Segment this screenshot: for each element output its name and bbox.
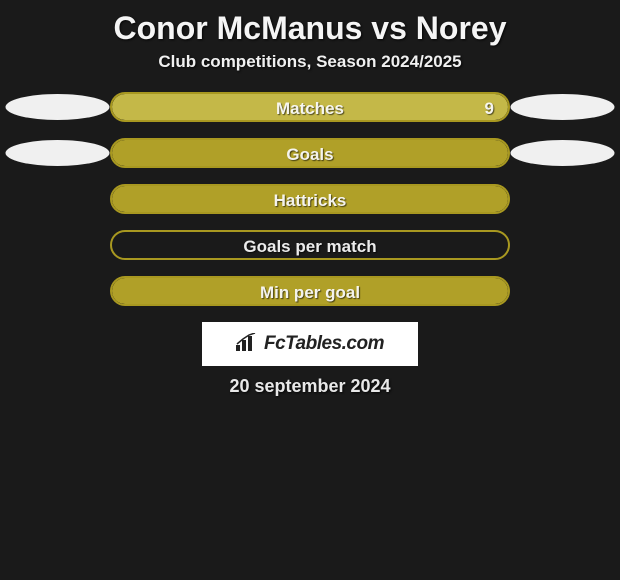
stat-bar: Hattricks — [110, 184, 510, 214]
bars-icon — [236, 333, 258, 356]
right-disc — [510, 139, 615, 167]
stat-row: Min per goal — [5, 276, 615, 306]
stat-rows: Matches9 Goals Hattricks Goals per match Min… — [0, 92, 620, 306]
stat-row: Matches9 — [5, 92, 615, 122]
stat-label: Goals — [112, 140, 508, 168]
stat-label: Goals per match — [112, 232, 508, 260]
comparison-subtitle: Club competitions, Season 2024/2025 — [0, 52, 620, 92]
stat-bar: Matches9 — [110, 92, 510, 122]
stat-row: Hattricks — [5, 184, 615, 214]
stat-value: 9 — [485, 94, 494, 122]
stat-row: Goals — [5, 138, 615, 168]
snapshot-date: 20 september 2024 — [0, 376, 620, 397]
stat-label: Hattricks — [112, 186, 508, 214]
comparison-title: Conor McManus vs Norey — [0, 0, 620, 52]
left-disc — [5, 139, 110, 167]
left-disc — [5, 93, 110, 121]
stat-bar: Min per goal — [110, 276, 510, 306]
stat-label: Matches — [112, 94, 508, 122]
stat-row: Goals per match — [5, 230, 615, 260]
provider-name: FcTables.com — [264, 333, 384, 355]
stat-bar: Goals — [110, 138, 510, 168]
provider-logo: FcTables.com — [202, 322, 418, 366]
stat-label: Min per goal — [112, 278, 508, 306]
right-disc — [510, 93, 615, 121]
stat-bar: Goals per match — [110, 230, 510, 260]
